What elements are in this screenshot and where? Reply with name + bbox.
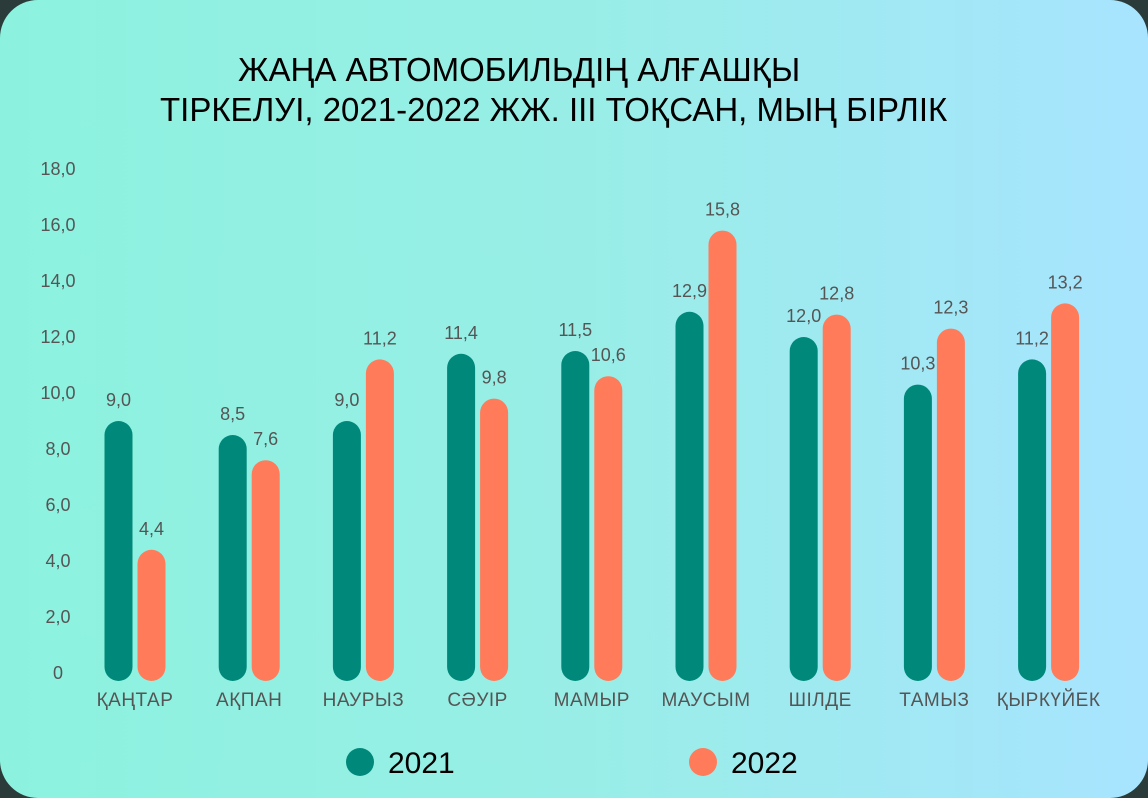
data-label: 12,8 xyxy=(819,284,854,304)
data-label: 10,3 xyxy=(900,354,935,374)
y-tick-label: 10,0 xyxy=(40,383,75,403)
data-label: 12,3 xyxy=(933,298,968,318)
y-tick-label: 0 xyxy=(53,663,63,683)
legend-marker-2021 xyxy=(346,748,374,776)
data-label: 9,0 xyxy=(106,390,131,410)
data-label: 11,2 xyxy=(1015,328,1049,348)
x-tick-label: АҚПАН xyxy=(216,690,282,711)
bar-2022 xyxy=(365,359,394,681)
x-tick-label: ШІЛДЕ xyxy=(789,690,852,711)
data-label: 11,5 xyxy=(558,320,592,340)
bar-2021 xyxy=(332,421,361,681)
bar-2022 xyxy=(936,328,965,681)
y-tick-label: 6,0 xyxy=(45,495,70,515)
bar-2022 xyxy=(137,549,166,681)
bar-2022 xyxy=(708,230,737,681)
legend-label: 2022 xyxy=(731,747,798,780)
bar-2022 xyxy=(822,314,851,681)
x-tick-label: ТАМЫЗ xyxy=(899,690,969,711)
data-label: 9,0 xyxy=(334,390,359,410)
chart-title-line1: ЖАҢА АВТОМОБИЛЬДІҢ АЛҒАШҚЫ xyxy=(238,51,801,88)
bar-2021 xyxy=(561,351,590,681)
legend-marker-2022 xyxy=(689,748,717,776)
y-tick-label: 12,0 xyxy=(40,327,75,347)
bar-2021 xyxy=(447,353,476,681)
bar-2021 xyxy=(789,337,818,681)
data-label: 9,8 xyxy=(482,368,507,388)
data-label: 12,9 xyxy=(672,281,707,301)
chart-title-line2: ТІРКЕЛУІ, 2021-2022 ЖЖ. ІІІ ТОҚСАН, МЫҢ … xyxy=(160,91,948,128)
x-tick-label: ҚЫРКҮЙЕК xyxy=(997,689,1101,711)
data-label: 8,5 xyxy=(220,404,245,424)
y-tick-label: 4,0 xyxy=(45,551,70,571)
y-tick-label: 14,0 xyxy=(40,271,75,291)
bar-2021 xyxy=(903,384,932,681)
data-label: 7,6 xyxy=(253,429,278,449)
x-tick-label: МАМЫР xyxy=(554,690,630,711)
x-tick-label: ҚАҢТАР xyxy=(97,690,174,711)
bar-2022 xyxy=(480,398,509,681)
data-label: 15,8 xyxy=(705,200,740,220)
y-tick-label: 16,0 xyxy=(40,215,75,235)
bar-2022 xyxy=(1051,303,1080,681)
x-tick-label: МАУСЫМ xyxy=(661,690,750,711)
bar-2021 xyxy=(1018,359,1047,681)
data-label: 4,4 xyxy=(139,519,164,539)
bar-2022 xyxy=(594,376,623,681)
y-tick-label: 8,0 xyxy=(45,439,70,459)
legend-label: 2021 xyxy=(388,747,455,780)
bar-2021 xyxy=(218,435,247,681)
x-tick-label: НАУРЫЗ xyxy=(323,690,405,711)
x-tick-label: СӘУІР xyxy=(447,690,508,711)
bar-2021 xyxy=(104,421,133,681)
data-label: 11,4 xyxy=(444,323,478,343)
data-label: 10,6 xyxy=(591,345,626,365)
data-label: 11,2 xyxy=(363,328,397,348)
data-label: 12,0 xyxy=(786,306,821,326)
bar-2022 xyxy=(251,460,280,681)
y-tick-label: 2,0 xyxy=(45,607,70,627)
data-label: 13,2 xyxy=(1048,272,1083,292)
bar-2021 xyxy=(675,311,704,681)
y-tick-label: 18,0 xyxy=(40,159,75,179)
